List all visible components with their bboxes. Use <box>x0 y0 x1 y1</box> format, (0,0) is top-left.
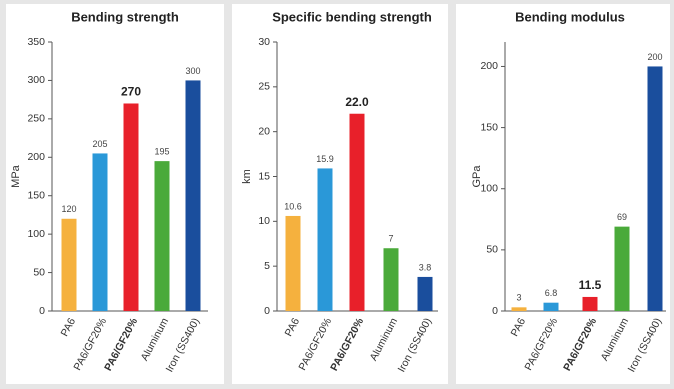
value-label: 10.6 <box>284 201 302 211</box>
chart-title: Bending strength <box>71 9 179 24</box>
bar <box>154 161 170 311</box>
bar <box>349 113 365 311</box>
bar <box>582 296 598 311</box>
value-label: 69 <box>617 212 627 222</box>
bar <box>285 215 301 311</box>
y-tick-label: 50 <box>33 266 45 278</box>
bar <box>383 248 399 311</box>
y-tick-label: 250 <box>27 113 45 125</box>
value-label: 15.9 <box>316 154 334 164</box>
y-tick-label: 200 <box>480 60 498 72</box>
y-tick-label: 100 <box>27 228 45 240</box>
y-tick-label: 150 <box>27 189 45 201</box>
y-tick-label: 200 <box>27 151 45 163</box>
value-label: 7 <box>388 234 393 244</box>
y-tick-label: 0 <box>264 305 270 317</box>
y-tick-label: 5 <box>264 260 270 272</box>
y-tick-label: 50 <box>486 244 498 256</box>
value-label: 195 <box>154 147 169 157</box>
chart-title: Bending modulus <box>515 9 625 24</box>
y-tick-label: 0 <box>492 305 498 317</box>
value-label: 120 <box>61 204 76 214</box>
bar <box>61 218 77 311</box>
bar <box>185 80 201 311</box>
bar <box>647 66 663 311</box>
y-tick-label: 100 <box>480 183 498 195</box>
y-tick-label: 10 <box>258 215 270 227</box>
y-tick-label: 350 <box>27 36 45 48</box>
value-label: 6.8 <box>545 288 558 298</box>
value-label: 22.0 <box>345 95 369 109</box>
panel <box>232 4 448 384</box>
value-label: 270 <box>121 85 141 99</box>
y-tick-label: 25 <box>258 81 270 93</box>
value-label: 3 <box>516 293 521 303</box>
y-tick-label: 15 <box>258 170 270 182</box>
panel <box>456 4 670 384</box>
bar <box>123 103 139 311</box>
value-label: 205 <box>92 139 107 149</box>
bar <box>543 302 559 311</box>
chart-title: Specific bending strength <box>272 9 432 24</box>
value-label: 3.8 <box>419 262 432 272</box>
y-tick-label: 150 <box>480 121 498 133</box>
y-tick-label: 0 <box>39 305 45 317</box>
y-tick-label: 300 <box>27 74 45 86</box>
y-axis-label: MPa <box>10 164 22 188</box>
bar <box>511 307 527 311</box>
bar <box>417 276 433 311</box>
y-tick-label: 20 <box>258 125 270 137</box>
value-label: 11.5 <box>579 278 602 292</box>
bar <box>317 168 333 311</box>
bar <box>614 226 630 311</box>
y-tick-label: 30 <box>258 36 270 48</box>
y-axis-label: GPa <box>471 165 483 188</box>
y-axis-label: km <box>241 169 253 184</box>
bar <box>92 153 108 311</box>
value-label: 200 <box>647 52 662 62</box>
value-label: 300 <box>185 66 200 76</box>
